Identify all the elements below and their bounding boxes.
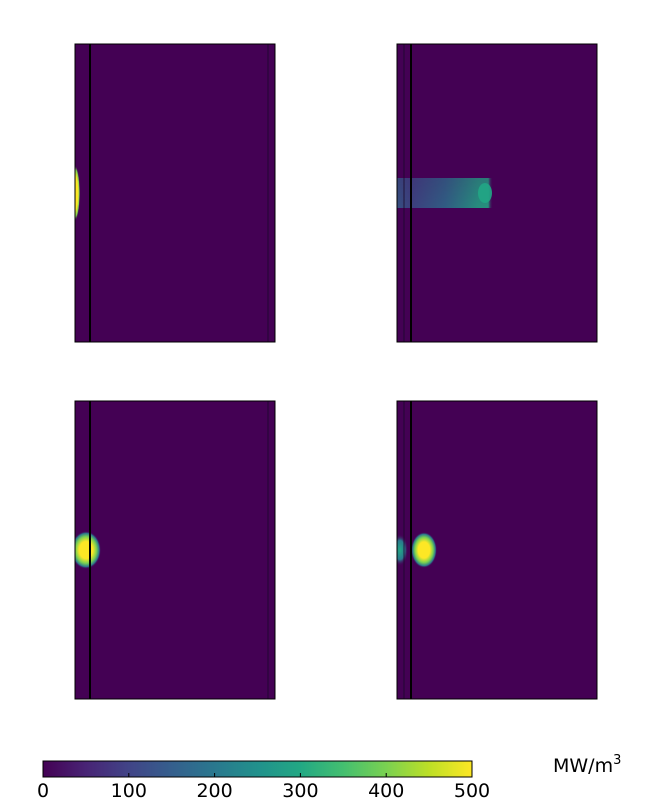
panel-bottom-right-hotspot xyxy=(411,532,437,568)
panel-top-left-hotspot xyxy=(75,165,80,221)
colorbar-frame xyxy=(42,760,473,778)
colorbar-tick-label: 0 xyxy=(37,780,49,802)
panel-top-right-hotspot-tip xyxy=(478,183,492,203)
panel-top-right xyxy=(396,43,598,343)
colorbar-tick-label: 400 xyxy=(368,780,404,802)
panel-bottom-left-background xyxy=(75,401,275,699)
colorbar-tick-label: 300 xyxy=(282,780,318,802)
colorbar-units-base: MW/m xyxy=(553,755,613,777)
colorbar: 0 100 200 300 400 500 MW/m3 xyxy=(37,753,621,802)
colorbar-ticks: 0 100 200 300 400 500 xyxy=(37,773,490,802)
panel-top-right-hotspot xyxy=(397,178,493,208)
panel-top-right-frame xyxy=(396,43,598,343)
colorbar-units: MW/m3 xyxy=(553,753,621,777)
panel-bottom-left-hotspot xyxy=(75,531,101,569)
panel-top-left xyxy=(74,43,276,343)
colorbar-gradient xyxy=(43,761,472,777)
colorbar-tick-label: 200 xyxy=(196,780,232,802)
panel-bottom-left-frame xyxy=(74,400,276,700)
panel-top-left-background xyxy=(75,44,275,342)
panel-bottom-right-hotspot-edge xyxy=(397,534,408,566)
panel-bottom-left xyxy=(74,400,276,700)
panel-top-left-frame xyxy=(74,43,276,343)
panel-bottom-right-frame xyxy=(396,400,598,700)
panel-bottom-right xyxy=(396,400,598,700)
colorbar-tick-label: 500 xyxy=(454,780,490,802)
colorbar-units-exponent: 3 xyxy=(613,753,621,768)
colorbar-tick-label: 100 xyxy=(111,780,147,802)
